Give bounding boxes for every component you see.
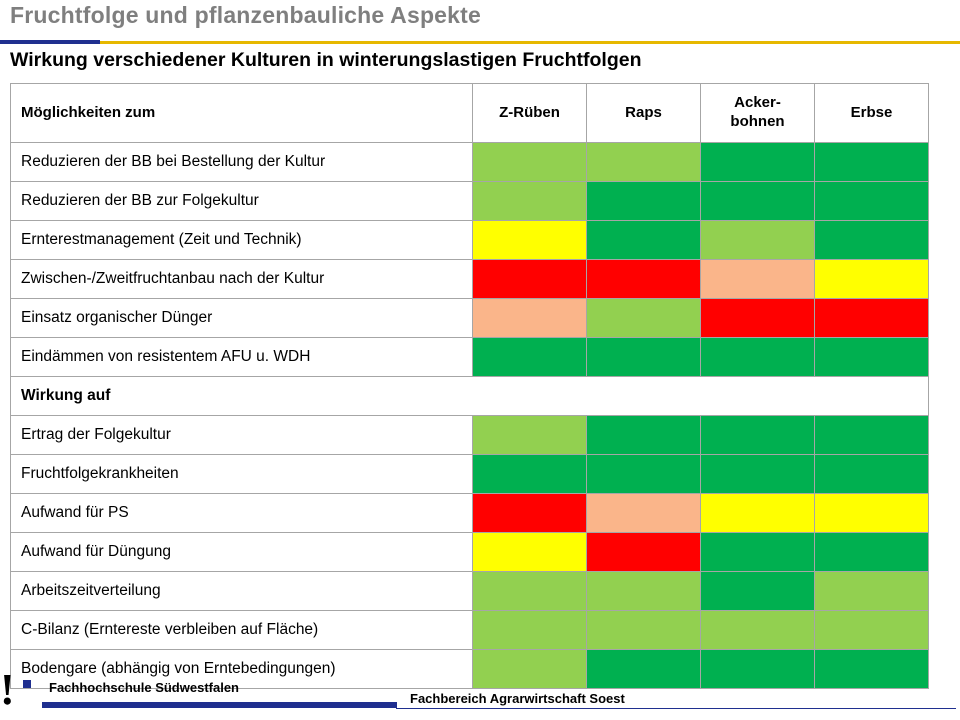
rating-cell [814, 610, 929, 650]
row-label: Eindämmen von resistentem AFU u. WDH [10, 337, 473, 377]
rating-cell [814, 415, 929, 455]
footer-rule [396, 708, 956, 709]
table-row: Reduzieren der BB zur Folgekultur [10, 181, 929, 221]
rating-cell [472, 181, 587, 221]
title-rule-accent [0, 40, 100, 44]
logo-dot [23, 680, 31, 688]
rating-cell [814, 493, 929, 533]
rating-cell [472, 142, 587, 182]
rating-cell [700, 649, 815, 689]
table-row: Aufwand für PS [10, 493, 929, 533]
header-raps: Raps [586, 83, 701, 143]
rating-cell [472, 649, 587, 689]
rating-cell [700, 337, 815, 377]
rating-cell [586, 493, 701, 533]
rating-cell [586, 454, 701, 494]
rating-cell [814, 454, 929, 494]
rating-cell [586, 610, 701, 650]
table-row: Zwischen-/Zweitfruchtanbau nach der Kult… [10, 259, 929, 299]
table-row: Arbeitszeitverteilung [10, 571, 929, 611]
rating-cell [586, 571, 701, 611]
row-label: Arbeitszeitverteilung [10, 571, 473, 611]
rating-cell [586, 532, 701, 572]
table-row: Reduzieren der BB bei Bestellung der Kul… [10, 142, 929, 182]
rating-cell [586, 337, 701, 377]
rating-cell [586, 649, 701, 689]
row-label: C-Bilanz (Erntereste verbleiben auf Fläc… [10, 610, 473, 650]
rating-cell [700, 571, 815, 611]
table-row: C-Bilanz (Erntereste verbleiben auf Fläc… [10, 610, 929, 650]
rating-cell [700, 181, 815, 221]
row-label: Bodengare (abhängig von Erntebedingungen… [10, 649, 473, 689]
row-label: Reduzieren der BB bei Bestellung der Kul… [10, 142, 473, 182]
rating-cell [472, 415, 587, 455]
header-erbse: Erbse [814, 83, 929, 143]
rating-cell [700, 142, 815, 182]
row-label: Einsatz organischer Dünger [10, 298, 473, 338]
rating-cell [814, 181, 929, 221]
exclamation-logo-icon: ! [0, 665, 15, 714]
rating-cell [700, 454, 815, 494]
row-label: Ernterestmanagement (Zeit und Technik) [10, 220, 473, 260]
rating-cell [814, 298, 929, 338]
footer-institution: Fachhochschule Südwestfalen [49, 680, 239, 695]
row-label: Reduzieren der BB zur Folgekultur [10, 181, 473, 221]
rating-cell [814, 142, 929, 182]
header-ackerbohnen: Acker- bohnen [700, 83, 815, 143]
slide-title: Fruchtfolge und pflanzenbauliche Aspekte [10, 2, 482, 28]
rating-cell [814, 571, 929, 611]
section-label: Wirkung auf [10, 376, 929, 416]
row-label: Aufwand für Düngung [10, 532, 473, 572]
rating-cell [700, 415, 815, 455]
rating-cell [586, 259, 701, 299]
rating-cell [700, 493, 815, 533]
footer-department: Fachbereich Agrarwirtschaft Soest [410, 691, 625, 706]
table-row: Aufwand für Düngung [10, 532, 929, 572]
table-row: Fruchtfolgekrankheiten [10, 454, 929, 494]
row-label: Fruchtfolgekrankheiten [10, 454, 473, 494]
table-header-row: Möglichkeiten zum Z-Rüben Raps Acker- bo… [10, 83, 929, 143]
table-row: Einsatz organischer Dünger [10, 298, 929, 338]
rating-cell [586, 142, 701, 182]
rating-cell [472, 220, 587, 260]
row-label: Ertrag der Folgekultur [10, 415, 473, 455]
rating-cell [472, 493, 587, 533]
slide-subtitle: Wirkung verschiedener Kulturen in winter… [10, 49, 642, 71]
footer-bar [42, 702, 397, 708]
table-row: Eindämmen von resistentem AFU u. WDH [10, 337, 929, 377]
rating-cell [814, 649, 929, 689]
rating-cell [472, 454, 587, 494]
rating-cell [700, 610, 815, 650]
rating-cell [472, 532, 587, 572]
header-z-rueben: Z-Rüben [472, 83, 587, 143]
rating-cell [700, 298, 815, 338]
rating-cell [472, 298, 587, 338]
section-row: Wirkung auf [10, 376, 929, 416]
rating-cell [586, 298, 701, 338]
table-row: Ernterestmanagement (Zeit und Technik) [10, 220, 929, 260]
effect-matrix-table: Möglichkeiten zum Z-Rüben Raps Acker- bo… [10, 83, 929, 689]
rating-cell [472, 610, 587, 650]
rating-cell [700, 532, 815, 572]
rating-cell [586, 220, 701, 260]
rating-cell [700, 220, 815, 260]
table-row: Bodengare (abhängig von Erntebedingungen… [10, 649, 929, 689]
rating-cell [586, 181, 701, 221]
rating-cell [814, 532, 929, 572]
rating-cell [814, 220, 929, 260]
table-body: Reduzieren der BB bei Bestellung der Kul… [10, 142, 929, 689]
rating-cell [472, 259, 587, 299]
rating-cell [586, 415, 701, 455]
row-label: Zwischen-/Zweitfruchtanbau nach der Kult… [10, 259, 473, 299]
row-label: Aufwand für PS [10, 493, 473, 533]
title-rule [100, 41, 960, 44]
rating-cell [700, 259, 815, 299]
rating-cell [472, 337, 587, 377]
header-options: Möglichkeiten zum [10, 83, 473, 143]
table-row: Ertrag der Folgekultur [10, 415, 929, 455]
rating-cell [814, 259, 929, 299]
rating-cell [814, 337, 929, 377]
rating-cell [472, 571, 587, 611]
